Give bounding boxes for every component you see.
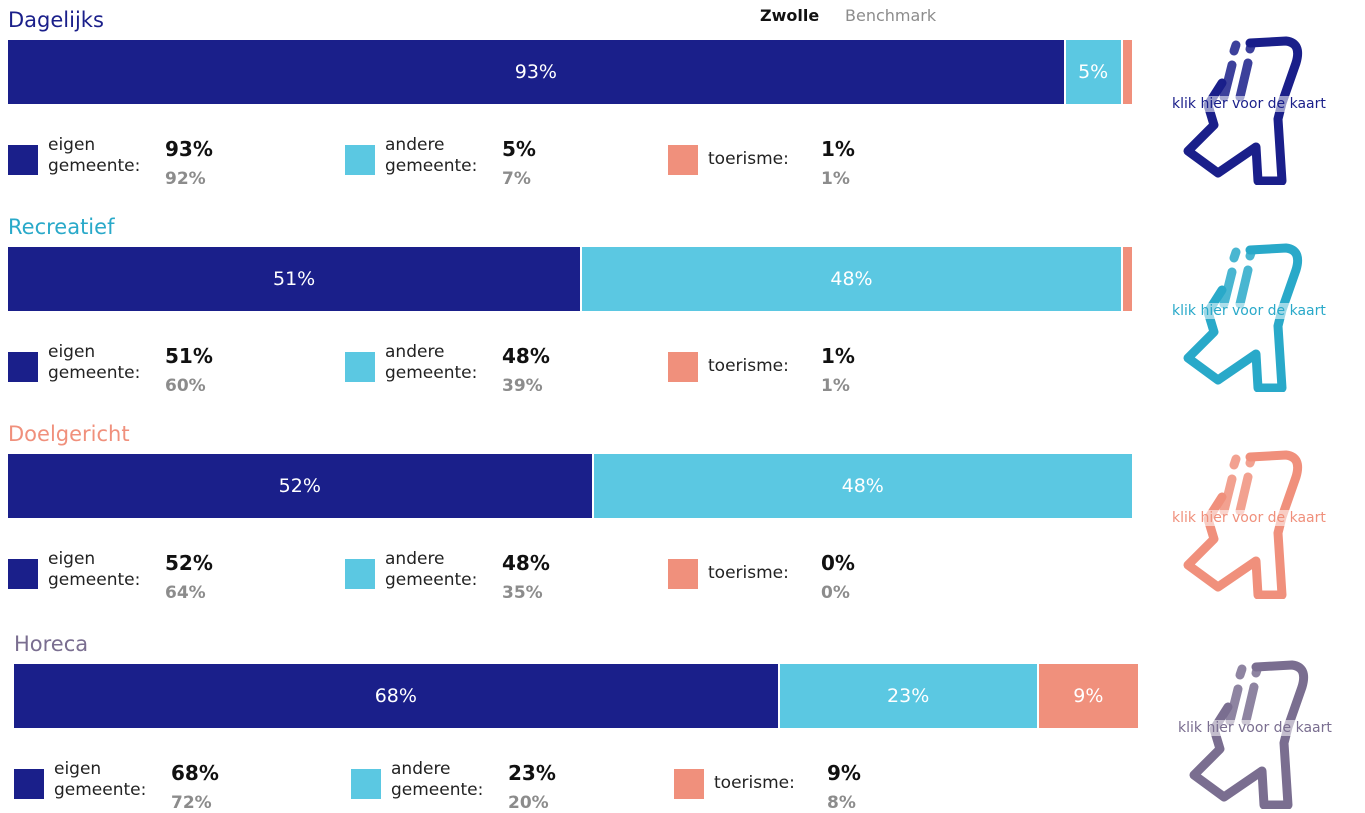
benchmark-value: 1% <box>821 376 850 396</box>
map-link[interactable]: klik hier voor de kaart <box>1172 303 1326 319</box>
section-title: Doelgericht <box>8 422 130 446</box>
legend-name: eigen gemeente: <box>48 342 141 383</box>
section-title: Horeca <box>14 632 89 656</box>
zwolle-value: 48% <box>502 551 550 575</box>
benchmark-value: 0% <box>821 583 850 603</box>
zwolle-value: 1% <box>821 137 855 161</box>
bar-segment <box>1122 247 1134 311</box>
legend-swatch <box>668 559 698 589</box>
zwolle-value: 5% <box>502 137 536 161</box>
benchmark-value: 72% <box>171 793 212 813</box>
benchmark-value: 8% <box>827 793 856 813</box>
zwolle-value: 1% <box>821 344 855 368</box>
benchmark-value: 92% <box>165 169 206 189</box>
bar-segment: 52% <box>8 454 594 518</box>
legend-name: eigen gemeente: <box>54 759 147 800</box>
legend-benchmark: Benchmark <box>845 6 937 25</box>
benchmark-value: 7% <box>502 169 531 189</box>
map-dashes <box>1219 245 1257 309</box>
map-outline <box>1189 660 1309 809</box>
map-outline <box>1183 36 1303 185</box>
bar-segment: 51% <box>8 247 583 311</box>
legend-name: toerisme: <box>708 149 789 169</box>
bar-segment: 5% <box>1065 40 1123 104</box>
bar-segment: 48% <box>582 247 1123 311</box>
benchmark-value: 39% <box>502 376 543 396</box>
bar-label: 52% <box>278 475 321 497</box>
map-icon <box>1183 36 1303 185</box>
bar-segment: 9% <box>1038 664 1140 728</box>
bar-label: 93% <box>514 61 557 83</box>
legend-swatch <box>668 352 698 382</box>
bar-label: 48% <box>841 475 884 497</box>
legend-swatch <box>345 352 375 382</box>
bar-segment: 93% <box>8 40 1066 104</box>
legend-name: andere gemeente: <box>385 135 478 176</box>
map-dashes <box>1225 662 1263 726</box>
benchmark-value: 60% <box>165 376 206 396</box>
map-outline <box>1183 243 1303 392</box>
zwolle-value: 0% <box>821 551 855 575</box>
section-title: Dagelijks <box>8 8 104 32</box>
bar-label: 68% <box>374 685 417 707</box>
map-icon <box>1183 243 1303 392</box>
legend-swatch <box>674 769 704 799</box>
bar-segment <box>1122 40 1134 104</box>
map-icon <box>1189 660 1309 809</box>
map-link[interactable]: klik hier voor de kaart <box>1172 510 1326 526</box>
map-link[interactable]: klik hier voor de kaart <box>1172 96 1326 112</box>
zwolle-value: 52% <box>165 551 213 575</box>
benchmark-value: 20% <box>508 793 549 813</box>
legend-name: eigen gemeente: <box>48 549 141 590</box>
legend-name: andere gemeente: <box>385 549 478 590</box>
bar-segment: 23% <box>779 664 1039 728</box>
zwolle-value: 51% <box>165 344 213 368</box>
legend-zwolle: Zwolle <box>760 6 820 25</box>
zwolle-value: 23% <box>508 761 556 785</box>
legend-name: andere gemeente: <box>391 759 484 800</box>
bar-label: 48% <box>830 268 873 290</box>
legend-swatch <box>345 559 375 589</box>
benchmark-value: 35% <box>502 583 543 603</box>
zwolle-value: 48% <box>502 344 550 368</box>
map-dashes <box>1219 452 1257 516</box>
legend-swatch <box>8 559 38 589</box>
benchmark-value: 1% <box>821 169 850 189</box>
legend-name: toerisme: <box>708 563 789 583</box>
zwolle-value: 93% <box>165 137 213 161</box>
bar-segment: 68% <box>14 664 780 728</box>
bar-label: 51% <box>273 268 316 290</box>
legend-name: toerisme: <box>708 356 789 376</box>
legend-swatch <box>14 769 44 799</box>
map-link[interactable]: klik hier voor de kaart <box>1178 720 1332 736</box>
zwolle-value: 68% <box>171 761 219 785</box>
legend-name: andere gemeente: <box>385 342 478 383</box>
section-title: Recreatief <box>8 215 115 239</box>
bar-label: 9% <box>1073 685 1104 707</box>
legend-swatch <box>345 145 375 175</box>
legend-swatch <box>668 145 698 175</box>
bar-label: 5% <box>1078 61 1109 83</box>
map-dashes <box>1219 38 1257 102</box>
zwolle-value: 9% <box>827 761 861 785</box>
bar-label: 23% <box>887 685 930 707</box>
legend-swatch <box>8 145 38 175</box>
legend-swatch <box>8 352 38 382</box>
bar-segment: 48% <box>593 454 1134 518</box>
legend-name: toerisme: <box>714 773 795 793</box>
legend-swatch <box>351 769 381 799</box>
legend-name: eigen gemeente: <box>48 135 141 176</box>
map-icon <box>1183 450 1303 599</box>
benchmark-value: 64% <box>165 583 206 603</box>
map-outline <box>1183 450 1303 599</box>
